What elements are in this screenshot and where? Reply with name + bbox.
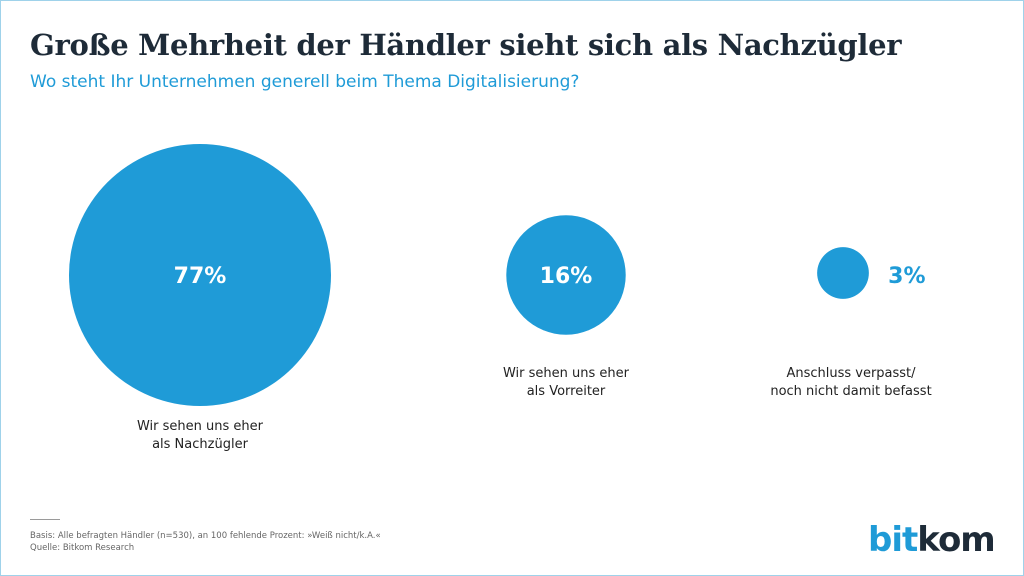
footnote-source: Quelle: Bitkom Research — [30, 543, 135, 553]
footnote-basis: Basis: Alle befragten Händler (n=530), a… — [30, 531, 381, 541]
value-label-anschluss-verpasst: 3% — [888, 264, 925, 289]
value-label-nachzuegler: 77% — [174, 264, 227, 289]
value-label-vorreiter: 16% — [540, 264, 593, 289]
bubble-anschluss-verpasst — [817, 247, 869, 299]
bubble-vorreiter — [506, 215, 626, 335]
chart-title: Große Mehrheit der Händler sieht sich al… — [30, 28, 902, 62]
bitkom-logo: bitkom — [868, 520, 996, 560]
footnote-divider — [30, 519, 60, 520]
bubble-nachzuegler — [69, 144, 331, 406]
category-label-nachzuegler: Wir sehen uns eher als Nachzügler — [136, 419, 263, 452]
category-label-anschluss-verpasst: Anschluss verpasst/ noch nicht damit bef… — [770, 366, 932, 399]
category-label-vorreiter: Wir sehen uns eher als Vorreiter — [502, 366, 629, 399]
chart-subtitle: Wo steht Ihr Unternehmen generell beim T… — [30, 72, 580, 92]
